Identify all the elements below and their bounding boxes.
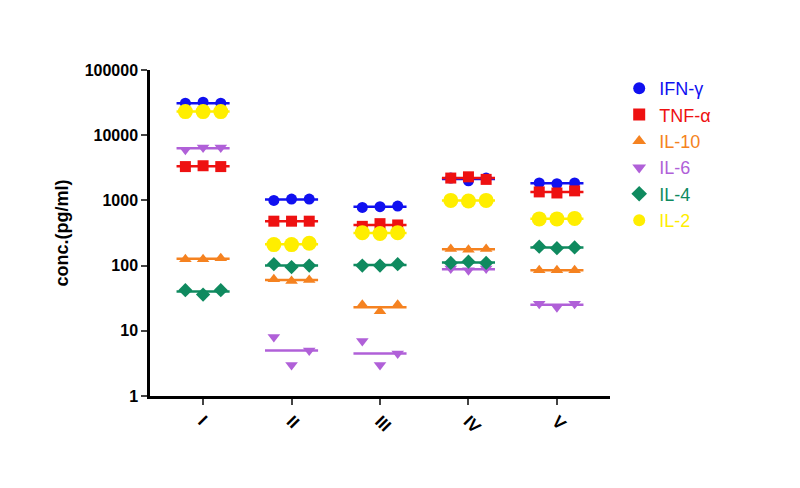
svg-text:conc.(pg/ml): conc.(pg/ml): [52, 179, 72, 286]
svg-text:100000: 100000: [85, 62, 138, 79]
svg-text:100: 100: [111, 257, 138, 274]
svg-text:IFN-γ: IFN-γ: [659, 79, 703, 99]
svg-text:10: 10: [120, 322, 138, 339]
svg-text:1: 1: [129, 388, 138, 405]
svg-text:IL-2: IL-2: [659, 211, 690, 231]
svg-text:IV: IV: [460, 412, 485, 437]
svg-text:I: I: [194, 412, 211, 429]
svg-text:IL-4: IL-4: [659, 185, 690, 205]
svg-text:IL-6: IL-6: [659, 158, 690, 178]
svg-text:TNF-α: TNF-α: [659, 106, 710, 126]
svg-text:II: II: [283, 412, 303, 432]
svg-text:10000: 10000: [94, 127, 139, 144]
svg-text:1000: 1000: [102, 192, 138, 209]
svg-text:III: III: [371, 412, 394, 435]
svg-text:V: V: [548, 412, 570, 434]
svg-text:IL-10: IL-10: [659, 132, 700, 152]
